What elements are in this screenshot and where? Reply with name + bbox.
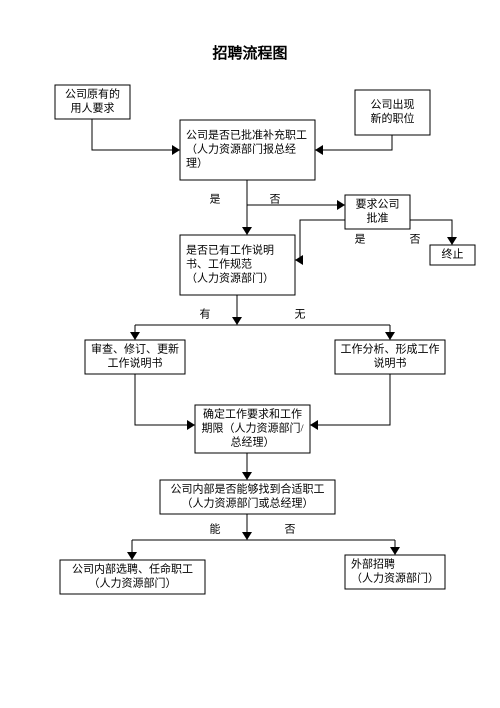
- node-n_external: 外部招聘（人力资源部门）: [345, 555, 445, 589]
- node-n_newpos: 公司出现新的职位: [355, 90, 430, 135]
- arrowhead-icon: [127, 552, 137, 560]
- edge-label: 无: [295, 309, 306, 321]
- arrowhead-icon: [242, 472, 252, 480]
- node-text: 工作分析、形成工作: [341, 342, 440, 356]
- arrowhead-icon: [310, 420, 318, 430]
- node-text: 总经理）: [231, 435, 275, 449]
- node-text: 公司内部选聘、任命职工: [72, 562, 193, 576]
- edge-label: 能: [210, 522, 221, 536]
- node-text: 工作说明书: [108, 356, 163, 370]
- arrowhead-icon: [315, 145, 323, 155]
- arrowhead-icon: [337, 200, 345, 210]
- edge-4: [295, 220, 345, 260]
- edge-label: 否: [410, 234, 421, 246]
- node-text: 确定工作要求和工作: [203, 407, 302, 421]
- edge-0: [92, 119, 180, 150]
- node-text: 要求公司: [356, 198, 400, 211]
- edge-label: 否: [270, 194, 281, 206]
- edge-1: [315, 135, 392, 150]
- node-text: 公司内部是否能够找到合适职工: [171, 482, 325, 496]
- node-text: （人力资源部门）: [186, 271, 274, 285]
- arrowhead-icon: [242, 532, 252, 540]
- node-text: 公司原有的: [65, 87, 120, 101]
- arrowhead-icon: [232, 317, 242, 325]
- node-text: 终止: [442, 247, 464, 261]
- arrowhead-icon: [187, 420, 195, 430]
- node-text: 审查、修订、更新: [91, 342, 179, 356]
- node-n_origreq: 公司原有的用人要求: [55, 85, 130, 119]
- arrowhead-icon: [390, 547, 400, 555]
- flowchart-title: 招聘流程图: [212, 44, 287, 62]
- node-text: 外部招聘: [351, 557, 395, 571]
- node-n_internal: 公司内部是否能够找到合适职工（人力资源部门或总经理）: [160, 480, 335, 514]
- arrowhead-icon: [242, 227, 252, 235]
- node-text: （人力资源部门或总经理）: [182, 496, 314, 510]
- arrowhead-icon: [295, 255, 303, 265]
- arrowhead-icon: [385, 332, 395, 340]
- edge-label: 是: [355, 233, 366, 246]
- arrowhead-icon: [172, 145, 180, 155]
- edge-label: 有: [200, 307, 211, 321]
- node-n_reqappr: 要求公司批准: [345, 195, 410, 229]
- node-text: 期限（人力资源部门/: [201, 421, 304, 435]
- nodes-layer: 公司原有的用人要求公司出现新的职位公司是否已批准补充职工（人力资源部门报总经理）…: [55, 85, 475, 594]
- node-n_intselect: 公司内部选聘、任命职工（人力资源部门）: [60, 560, 205, 594]
- node-text: 公司出现: [371, 97, 415, 111]
- node-n_analyze: 工作分析、形成工作说明书: [335, 340, 445, 374]
- node-n_stop: 终止: [430, 245, 475, 265]
- edge-11: [310, 374, 390, 425]
- edge-label: 否: [285, 524, 296, 536]
- node-text: 用人要求: [71, 102, 115, 115]
- node-text: 是否已有工作说明: [186, 243, 274, 257]
- node-text: （人力资源部门）: [89, 576, 177, 590]
- node-text: 书、工作规范: [186, 257, 252, 271]
- node-text: （人力资源部门报总经: [186, 142, 296, 156]
- node-text: 理）: [186, 157, 208, 170]
- node-n_review: 审查、修订、更新工作说明书: [85, 340, 185, 374]
- node-text: 批准: [367, 211, 389, 225]
- arrowhead-icon: [130, 332, 140, 340]
- node-n_confirm: 确定工作要求和工作期限（人力资源部门/总经理）: [195, 405, 310, 453]
- node-text: 说明书: [374, 356, 407, 370]
- edge-10: [135, 374, 195, 425]
- node-n_approve: 公司是否已批准补充职工（人力资源部门报总经理）: [180, 120, 315, 180]
- node-n_hasspec: 是否已有工作说明书、工作规范（人力资源部门）: [180, 235, 295, 295]
- edge-label: 是: [210, 193, 221, 206]
- flowchart-canvas: 招聘流程图 公司原有的用人要求公司出现新的职位公司是否已批准补充职工（人力资源部…: [0, 0, 500, 708]
- arrowhead-icon: [447, 237, 457, 245]
- node-text: 新的职位: [371, 111, 415, 125]
- node-text: （人力资源部门）: [351, 571, 439, 585]
- node-text: 公司是否已批准补充职工: [186, 128, 307, 142]
